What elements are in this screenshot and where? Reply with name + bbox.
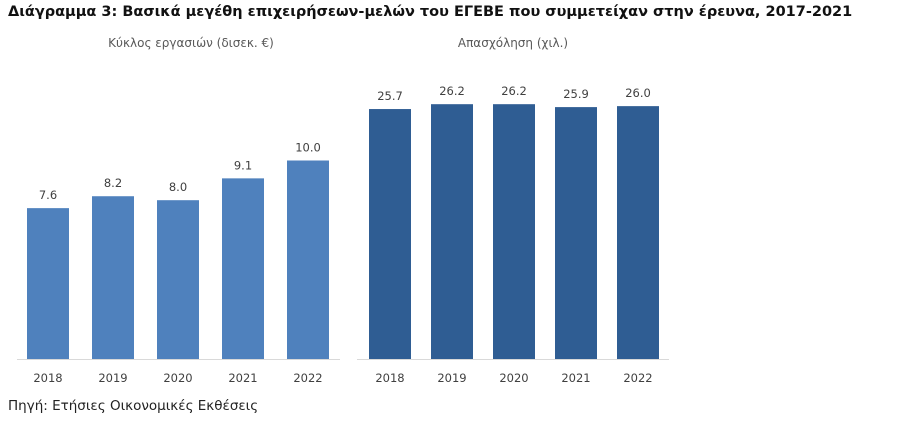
- bar-2020: [493, 104, 535, 359]
- bar-2020: [157, 200, 199, 359]
- chart-subtitle: Κύκλος εργασιών (δισεκ. €): [108, 36, 274, 50]
- x-tick-label: 2019: [437, 371, 466, 385]
- employment-chart: Απασχόληση (χιλ.) 25.7 2018 26.2 2019 26.2 202…: [357, 36, 669, 385]
- bar-2019: [92, 196, 134, 359]
- figure-title: Διάγραμμα 3: Βασικά μεγέθη επιχειρήσεων-…: [8, 4, 853, 20]
- bar-2021: [222, 178, 264, 359]
- data-label: 8.0: [169, 180, 187, 194]
- x-tick-label: 2020: [163, 371, 192, 385]
- x-tick-label: 2021: [561, 371, 590, 385]
- data-label: 25.7: [377, 89, 403, 103]
- x-tick-label: 2021: [228, 371, 257, 385]
- data-label: 9.1: [234, 158, 252, 172]
- bar-2018: [369, 109, 411, 359]
- x-tick-label: 2020: [499, 371, 528, 385]
- source-note: Πηγή: Ετήσιες Οικονομικές Εκθέσεις: [8, 398, 259, 414]
- turnover-chart: Κύκλος εργασιών (δισεκ. €) 7.6 2018 8.2 2019…: [17, 36, 340, 385]
- chart-subtitle: Απασχόληση (χιλ.): [458, 36, 568, 50]
- data-label: 8.2: [104, 176, 122, 190]
- bar-2019: [431, 104, 473, 359]
- bar-2022: [287, 160, 329, 359]
- x-tick-label: 2019: [98, 371, 127, 385]
- x-tick-label: 2018: [375, 371, 404, 385]
- data-label: 10.0: [295, 140, 321, 154]
- data-label: 26.2: [439, 84, 465, 98]
- x-tick-label: 2018: [33, 371, 62, 385]
- bar-2021: [555, 107, 597, 359]
- data-label: 26.0: [625, 86, 651, 100]
- x-tick-label: 2022: [623, 371, 652, 385]
- bar-2022: [617, 106, 659, 360]
- data-label: 25.9: [563, 87, 589, 101]
- data-label: 26.2: [501, 84, 527, 98]
- x-tick-label: 2022: [293, 371, 322, 385]
- bar-2018: [27, 208, 69, 359]
- data-label: 7.6: [39, 188, 57, 202]
